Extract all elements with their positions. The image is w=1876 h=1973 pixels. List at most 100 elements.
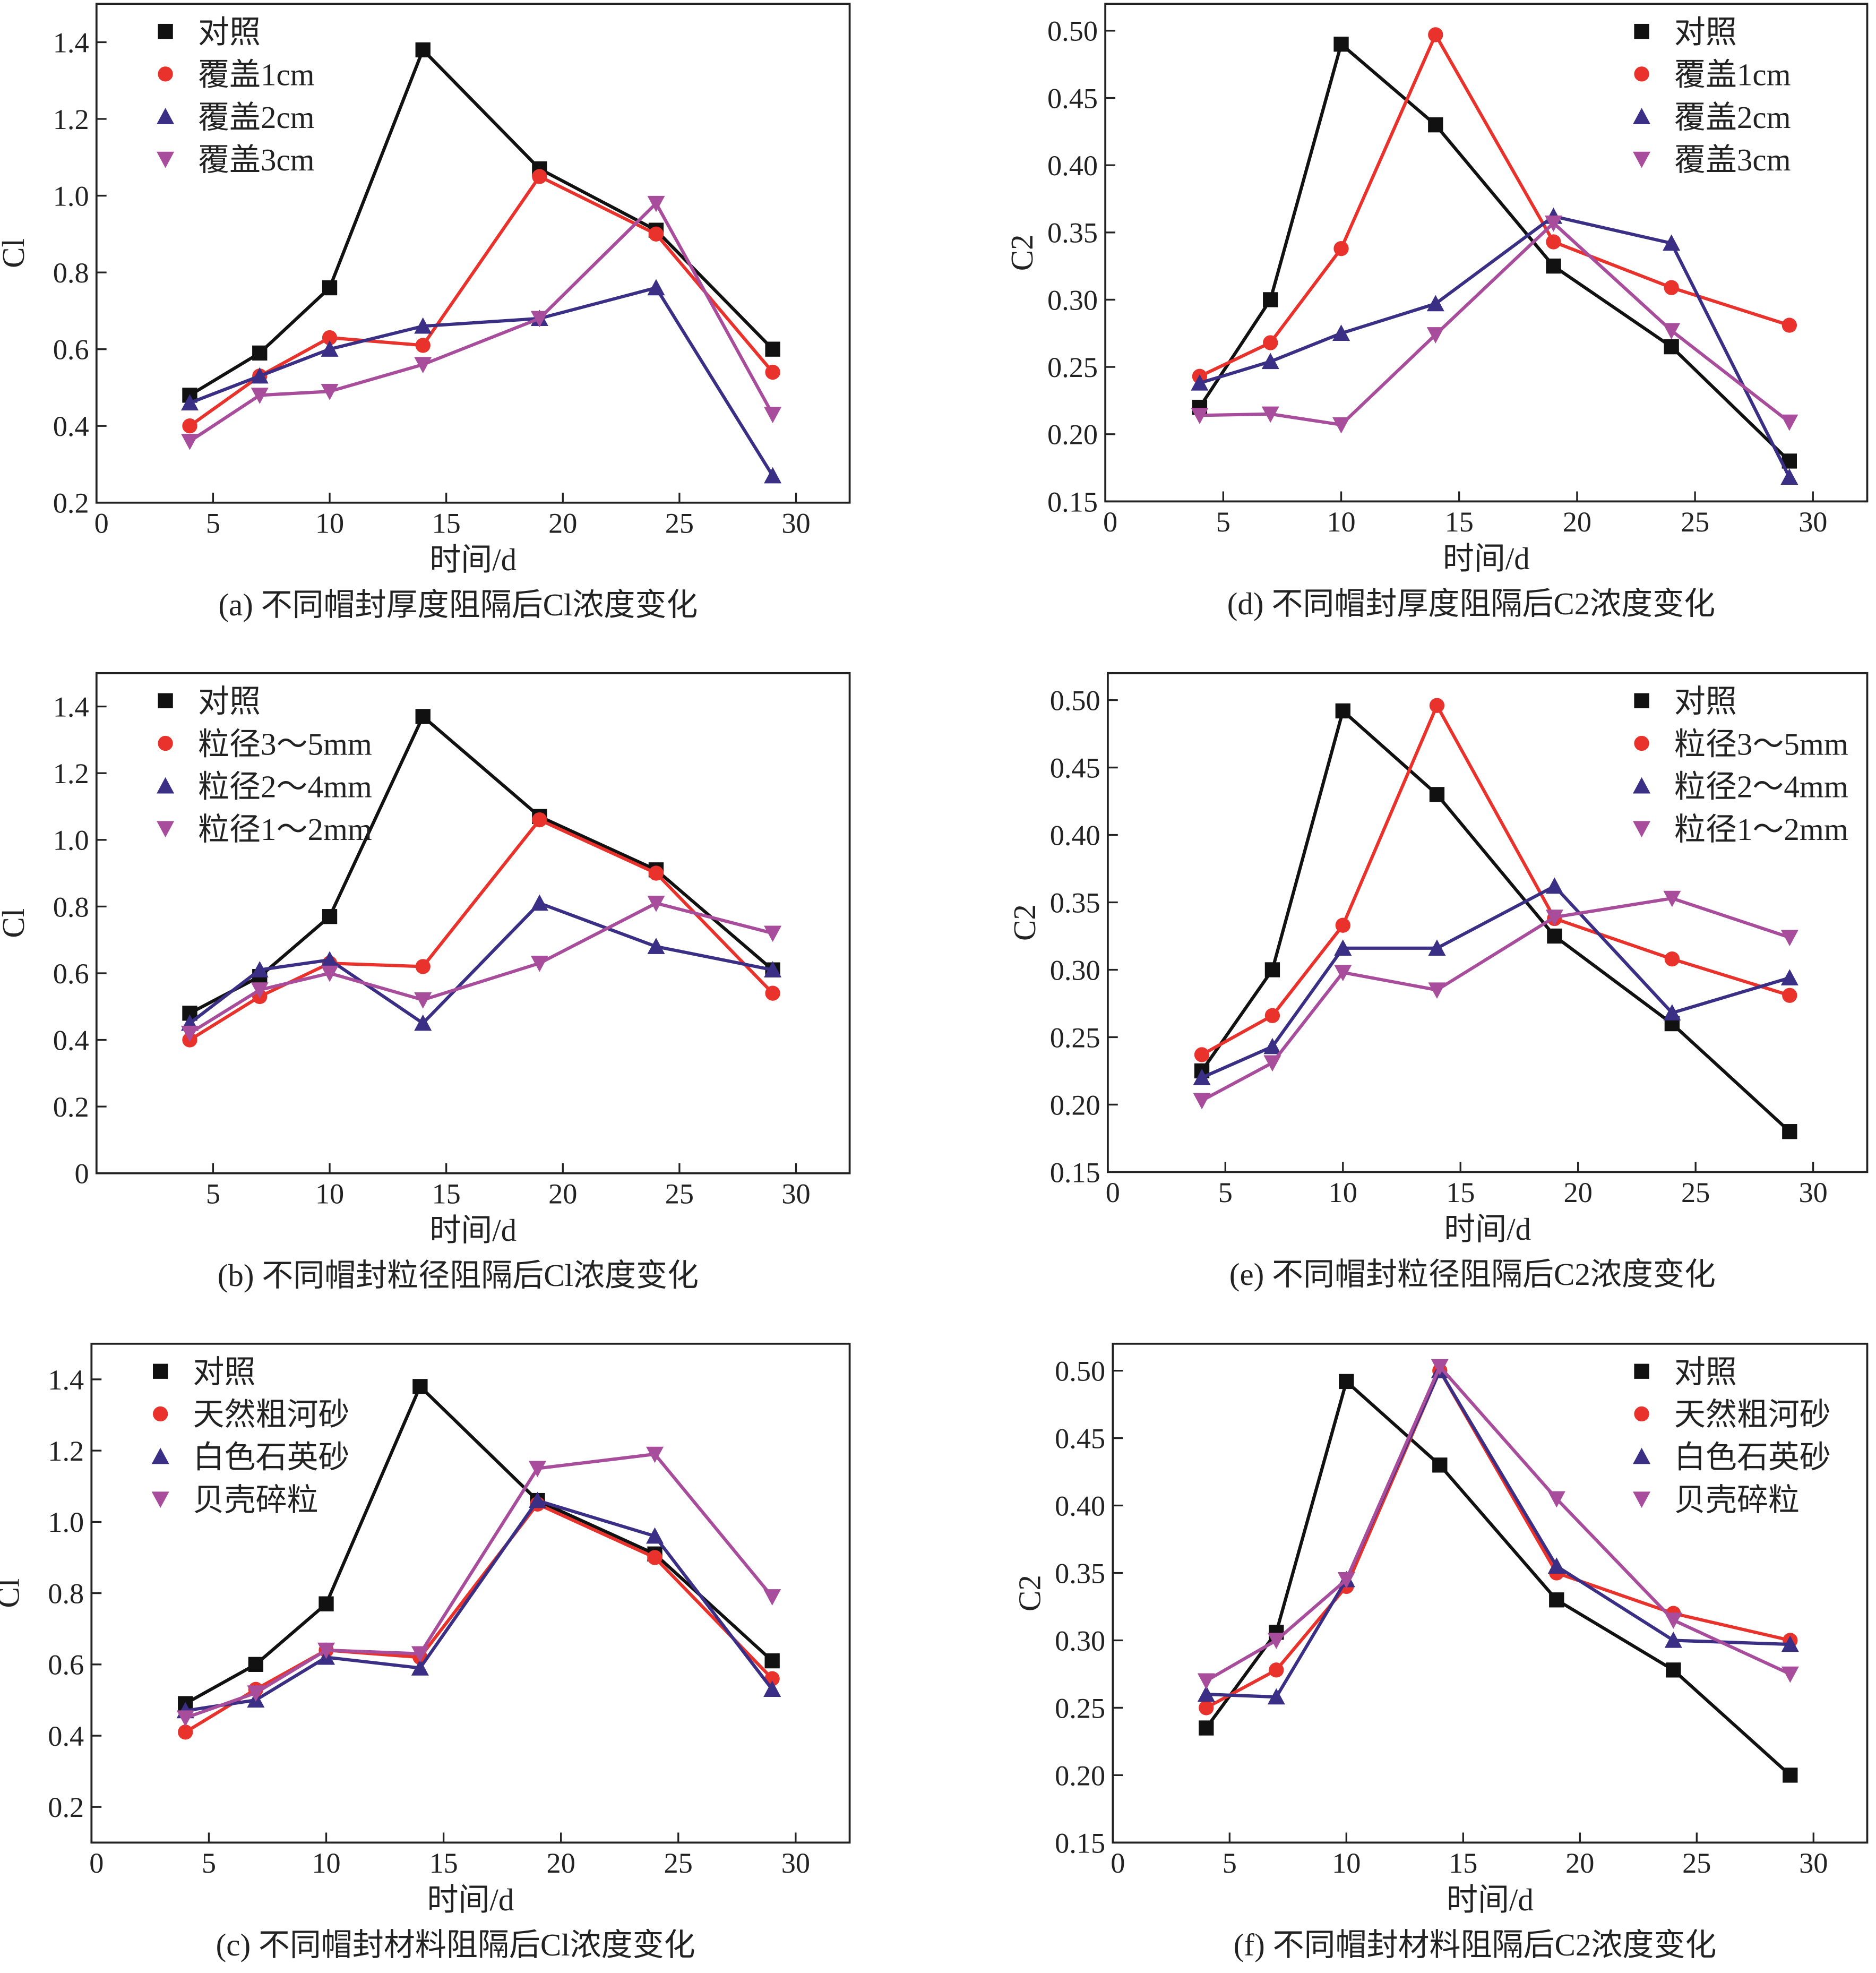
legend-label: 对照 — [198, 684, 261, 719]
data-point — [763, 1680, 781, 1697]
data-point — [1261, 406, 1279, 423]
data-point — [1780, 969, 1798, 985]
data-point — [1428, 982, 1446, 999]
legend-marker — [158, 66, 173, 82]
y-tick-label: 0.40 — [1050, 819, 1100, 851]
data-point — [1193, 1093, 1211, 1110]
data-point — [317, 1642, 335, 1659]
data-point — [1666, 1662, 1681, 1678]
data-point — [530, 955, 548, 972]
y-tick-label: 0.45 — [1047, 82, 1098, 114]
data-point — [1332, 417, 1350, 434]
data-point — [1335, 703, 1350, 719]
y-tick-label: 0.2 — [53, 487, 89, 519]
legend-label: 粒径3～5mm — [198, 726, 372, 761]
x-tick-label: 10 — [1329, 1177, 1357, 1208]
data-point — [322, 280, 338, 296]
x-tick-label: 20 — [1563, 506, 1591, 538]
legend-label: 对照 — [1674, 14, 1737, 49]
data-point — [411, 1646, 429, 1663]
data-point — [1664, 951, 1680, 967]
x-tick-label: 30 — [1798, 506, 1827, 538]
legend-label: 对照 — [193, 1354, 256, 1389]
x-tick-label: 5 — [206, 507, 220, 539]
x-tick-label: 25 — [665, 507, 694, 539]
data-point — [1782, 988, 1797, 1003]
data-point — [1267, 1688, 1285, 1705]
y-axis-label: C2 — [1004, 234, 1039, 271]
x-tick-label: 0 — [94, 507, 109, 539]
y-tick-label: 0.25 — [1047, 351, 1098, 383]
data-point — [1337, 1572, 1355, 1589]
data-point — [1664, 280, 1679, 295]
data-point — [647, 1550, 662, 1565]
legend-marker — [1634, 1406, 1649, 1422]
y-tick-label: 0.8 — [48, 1577, 84, 1609]
data-point — [1194, 1047, 1210, 1062]
data-point — [765, 364, 780, 380]
x-tick-label: 15 — [432, 1178, 461, 1209]
y-tick-label: 0.30 — [1047, 284, 1098, 316]
chart-title: (c) 不同帽封材料阻隔后Cl浓度变化 — [216, 1927, 695, 1962]
data-point — [321, 951, 339, 968]
chart-panel-a: 0 5 10 15 20 25 30 0.2 0.4 0.6 0.8 1.0 1.2 1.4 时间/d Cl (… — [0, 3, 851, 622]
legend-label: 白色石英砂 — [1674, 1440, 1831, 1475]
x-tick-label: 15 — [432, 507, 461, 539]
x-tick-label: 25 — [1682, 1847, 1711, 1879]
y-tick-label: 0.40 — [1047, 150, 1098, 182]
legend-label: 天然粗河砂 — [1674, 1397, 1831, 1432]
data-point — [322, 330, 338, 346]
data-point — [1546, 258, 1561, 274]
legend-label: 覆盖3cm — [1674, 142, 1791, 177]
data-point — [1199, 1700, 1214, 1715]
y-axis-label: C2 — [1007, 904, 1042, 941]
data-point — [1199, 1720, 1214, 1736]
data-point — [1663, 323, 1681, 340]
legend-label: 贝壳碎粒 — [1674, 1482, 1800, 1517]
y-tick-label: 0.45 — [1050, 752, 1100, 784]
data-point — [1334, 939, 1352, 956]
y-tick-label: 1.2 — [53, 104, 89, 135]
plot-frame — [1106, 672, 1869, 1173]
y-tick-label: 0.15 — [1055, 1827, 1105, 1859]
legend-marker — [1633, 1447, 1651, 1464]
y-tick-label: 0.15 — [1050, 1156, 1100, 1188]
x-tick-label: 25 — [1681, 1177, 1710, 1208]
data-point — [1193, 1069, 1211, 1085]
data-point — [1663, 1004, 1681, 1020]
data-point — [321, 384, 339, 400]
x-tick-label: 30 — [1799, 1847, 1828, 1879]
y-axis-label: Cl — [0, 238, 31, 268]
legend-label: 贝壳碎粒 — [193, 1482, 319, 1517]
data-point — [251, 367, 269, 384]
data-point — [414, 357, 432, 374]
x-tick-label: 10 — [312, 1847, 340, 1879]
data-point — [1547, 1557, 1565, 1574]
data-point — [321, 965, 339, 982]
series-line-2 — [1199, 215, 1791, 478]
data-point — [176, 1710, 194, 1727]
y-tick-label: 0.35 — [1050, 887, 1100, 919]
data-point — [1783, 1768, 1798, 1783]
data-point — [322, 909, 338, 924]
data-point — [415, 338, 431, 353]
plot-frame — [95, 672, 851, 1174]
y-tick-label: 0.25 — [1055, 1692, 1105, 1724]
legend-label: 粒径1～2mm — [1674, 812, 1848, 847]
x-tick-label: 30 — [781, 507, 810, 539]
legend-marker — [157, 151, 175, 168]
legend-label: 粒径3～5mm — [1674, 726, 1848, 761]
x-tick-label: 25 — [665, 1178, 694, 1209]
data-point — [763, 1589, 781, 1606]
data-point — [248, 1657, 264, 1672]
data-point — [530, 894, 548, 911]
legend-marker — [1633, 108, 1651, 124]
data-point — [1269, 1662, 1284, 1678]
y-tick-label: 1.2 — [48, 1435, 84, 1467]
legend-label: 对照 — [1674, 684, 1737, 719]
chart-panel-c: 0 5 10 15 20 25 30 0.2 0.4 0.6 0.8 1.0 1.2 1.4 时间/d Cl (… — [0, 1342, 851, 1962]
data-point — [1191, 374, 1209, 391]
data-point — [1547, 1491, 1565, 1508]
x-tick-label: 25 — [1681, 506, 1709, 538]
series-line-3 — [1199, 221, 1791, 427]
